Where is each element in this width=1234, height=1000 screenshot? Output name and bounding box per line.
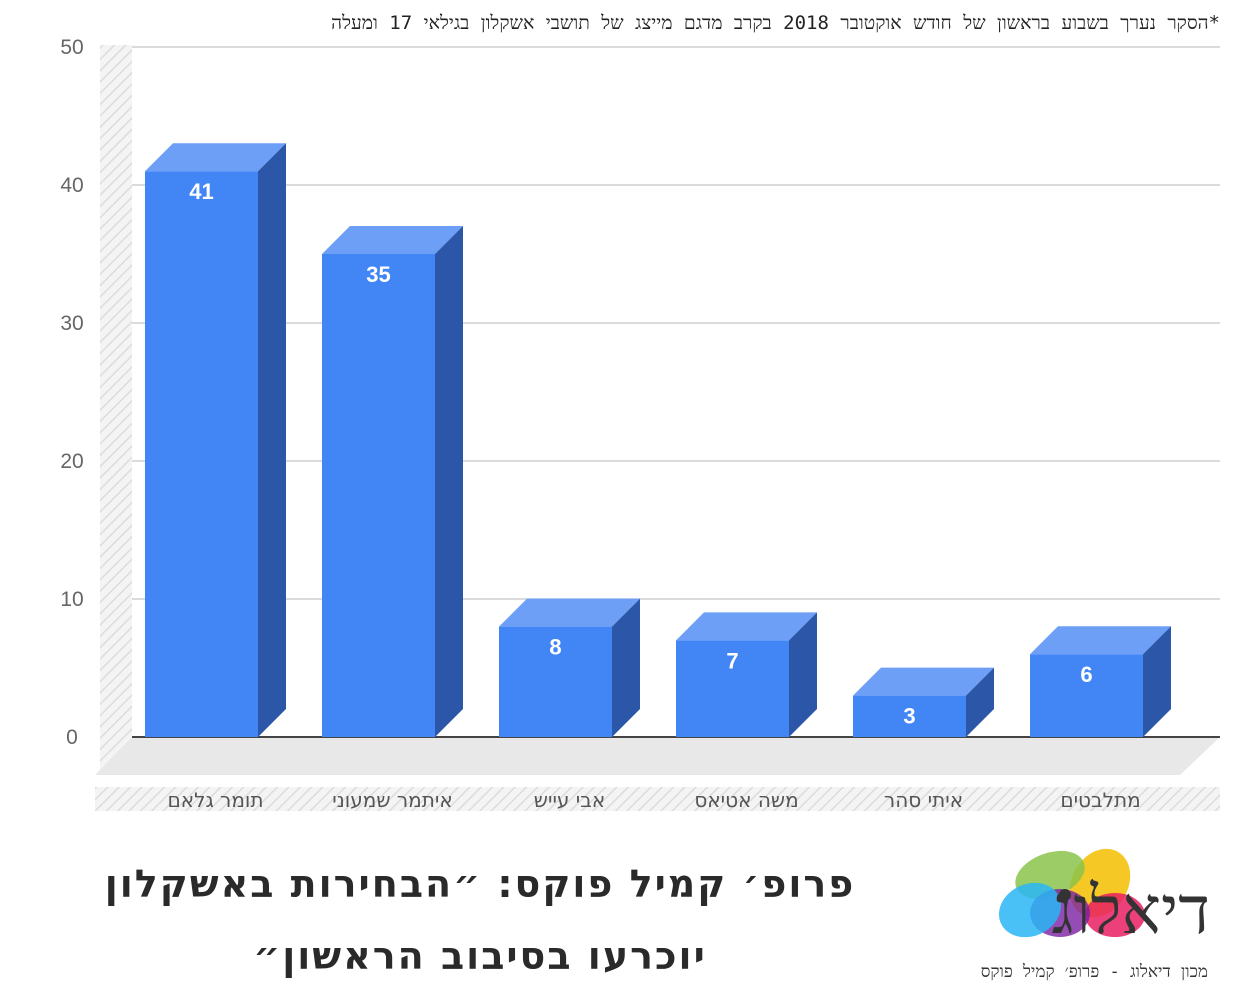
bar-top <box>145 143 286 172</box>
data-label: 3 <box>903 704 915 729</box>
bar-front <box>853 695 966 737</box>
y-tick-label: 20 <box>60 450 83 473</box>
category-label: איתי סהר <box>884 788 963 812</box>
headline-line-2: יוכרעו בסיבוב הראשון״ <box>253 934 707 978</box>
y-tick-label: 0 <box>66 726 78 749</box>
category-label: מתלבטים <box>1060 788 1140 812</box>
dialog-logo <box>890 835 1220 995</box>
category-band <box>95 787 1220 811</box>
bar-side <box>612 598 640 737</box>
bar-side <box>435 226 463 737</box>
category-label: תומר גלאם <box>167 788 263 812</box>
data-label: 6 <box>1080 662 1092 687</box>
y-tick-label: 40 <box>60 174 83 197</box>
category-label: אבי עייש <box>534 788 605 812</box>
logo-caption: מכון דיאלוג - פרופ׳ קמיל פוקס <box>980 962 1208 982</box>
bar <box>499 598 640 737</box>
data-label: 7 <box>726 648 738 673</box>
y-tick-label: 30 <box>60 312 83 335</box>
bar-front <box>322 254 435 737</box>
bar-top <box>322 226 463 254</box>
bar-front <box>499 626 612 737</box>
category-label: משה אטיאס <box>694 788 798 812</box>
bar-side <box>966 667 994 737</box>
bar-front <box>1030 654 1143 737</box>
bar-top <box>499 598 640 627</box>
bar-top <box>853 667 994 696</box>
data-label: 35 <box>366 262 390 287</box>
data-label: 41 <box>189 179 213 204</box>
bar <box>1030 626 1171 737</box>
bar-top <box>676 612 817 641</box>
logo-wordmark: דיאלוג <box>1051 872 1210 949</box>
left-wall <box>100 45 132 773</box>
floor <box>95 737 1220 775</box>
bar-front <box>676 640 789 737</box>
bar <box>676 612 817 737</box>
data-label: 8 <box>549 635 561 660</box>
bar <box>853 667 994 737</box>
y-tick-label: 50 <box>60 36 83 59</box>
survey-footnote: *הסקר נערך בשבוע בראשון של חודש אוקטובר … <box>331 12 1220 34</box>
bar-chart: 0 10 20 30 40 50 41 35 8 7 3 6 תומר גלאם איתמר שמעו… <box>60 36 1220 812</box>
bar-side <box>789 612 817 737</box>
y-tick-label: 10 <box>60 588 83 611</box>
bar-side <box>1143 626 1171 737</box>
bar <box>322 226 463 737</box>
category-label: איתמר שמעוני <box>332 788 452 812</box>
logo-petals-icon <box>998 848 1145 938</box>
bar <box>145 143 286 737</box>
bar-front <box>145 171 258 737</box>
bar-side <box>258 143 286 737</box>
headline-line-1: פרופ׳ קמיל פוקס: ״הבחירות באשקלון <box>104 862 856 906</box>
bar-top <box>1030 626 1171 655</box>
